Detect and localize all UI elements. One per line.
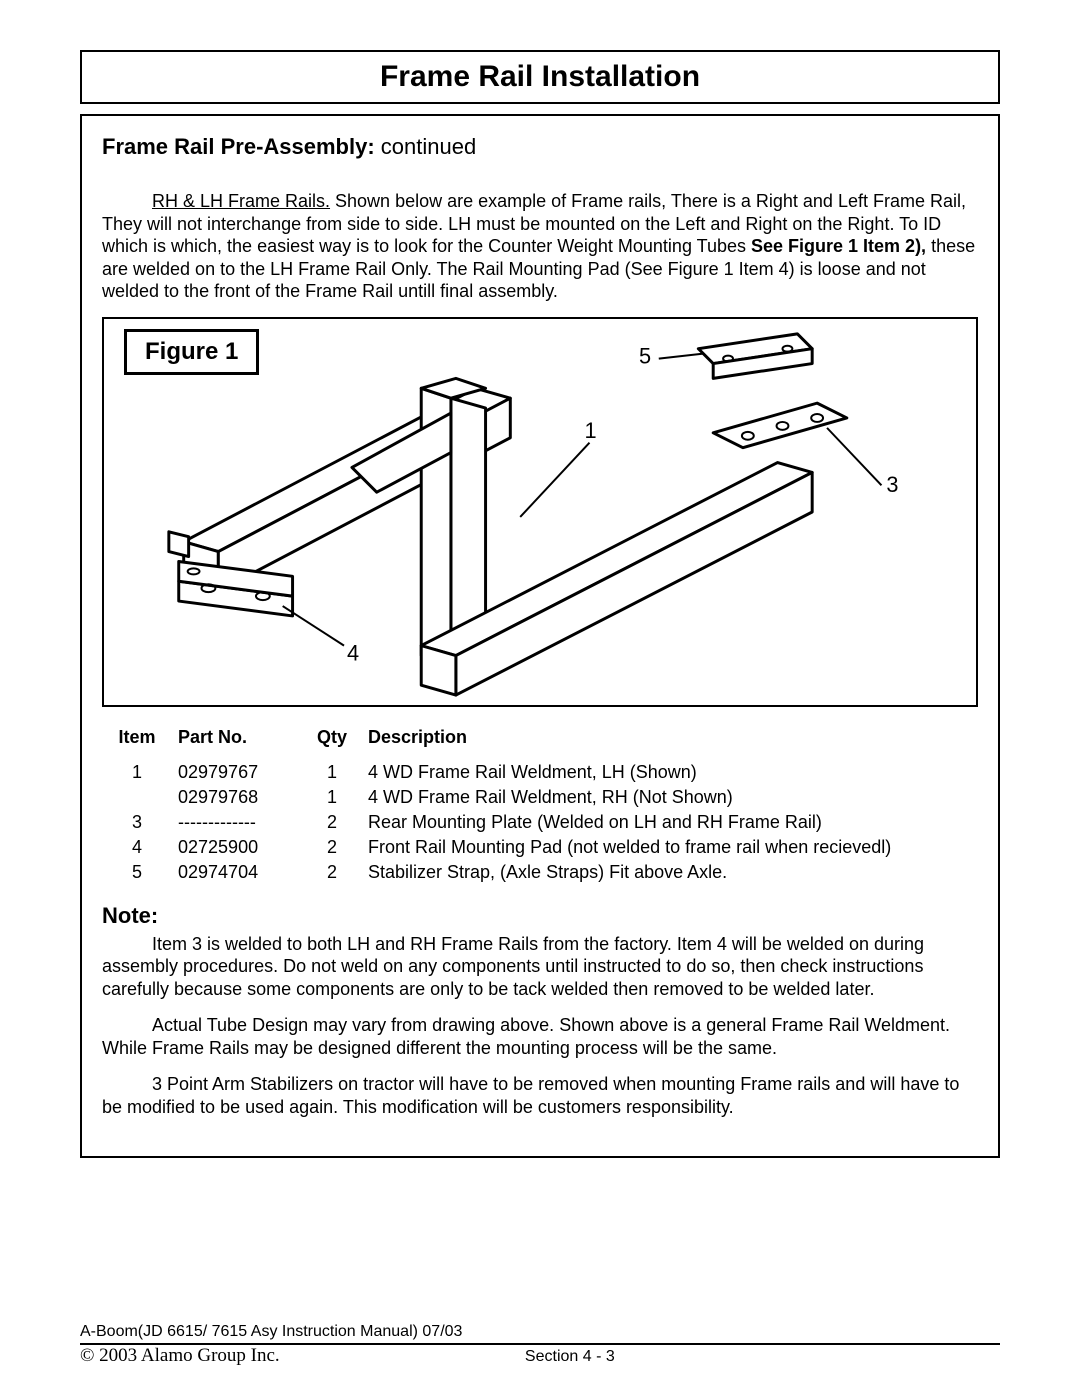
cell-item: 1 bbox=[102, 760, 172, 785]
title-box: Frame Rail Installation bbox=[80, 50, 1000, 104]
cell-item: 3 bbox=[102, 810, 172, 835]
cell-part: 02979767 bbox=[172, 760, 302, 785]
cell-qty: 2 bbox=[302, 860, 362, 885]
figure-1: Figure 1 5 1 3 4 bbox=[102, 317, 978, 707]
cell-desc: Rear Mounting Plate (Welded on LH and RH… bbox=[362, 810, 978, 835]
table-row: 5029747042Stabilizer Strap, (Axle Straps… bbox=[102, 860, 978, 885]
cell-desc: 4 WD Frame Rail Weldment, LH (Shown) bbox=[362, 760, 978, 785]
parts-table: Item Part No. Qty Description 1029797671… bbox=[102, 725, 978, 885]
page-title: Frame Rail Installation bbox=[82, 60, 998, 94]
col-part: Part No. bbox=[172, 725, 302, 750]
cell-item: 4 bbox=[102, 835, 172, 860]
cell-qty: 2 bbox=[302, 810, 362, 835]
cell-item: 5 bbox=[102, 860, 172, 885]
cell-item bbox=[102, 785, 172, 810]
footer-manual-ref: A-Boom(JD 6615/ 7615 Asy Instruction Man… bbox=[80, 1323, 1000, 1345]
svg-text:3: 3 bbox=[886, 472, 898, 497]
page-footer: A-Boom(JD 6615/ 7615 Asy Instruction Man… bbox=[80, 1323, 1000, 1367]
page: Frame Rail Installation Frame Rail Pre-A… bbox=[0, 0, 1080, 1397]
figure-label: Figure 1 bbox=[124, 329, 259, 375]
intro-paragraph: RH & LH Frame Rails. Shown below are exa… bbox=[102, 190, 978, 303]
col-desc: Description bbox=[362, 725, 978, 750]
intro-lead-underline: RH & LH Frame Rails. bbox=[152, 191, 330, 211]
section-subhead: Frame Rail Pre-Assembly: continued bbox=[102, 134, 978, 160]
svg-text:5: 5 bbox=[639, 343, 651, 368]
table-row: 4027259002Front Rail Mounting Pad (not w… bbox=[102, 835, 978, 860]
cell-desc: Stabilizer Strap, (Axle Straps) Fit abov… bbox=[362, 860, 978, 885]
frame-rail-diagram: 5 1 3 4 bbox=[104, 319, 976, 705]
cell-part: ------------- bbox=[172, 810, 302, 835]
cell-qty: 1 bbox=[302, 785, 362, 810]
col-item: Item bbox=[102, 725, 172, 750]
table-header-row: Item Part No. Qty Description bbox=[102, 725, 978, 750]
note-paragraph-2: Actual Tube Design may vary from drawing… bbox=[102, 1014, 978, 1059]
svg-text:1: 1 bbox=[585, 417, 597, 442]
table-row: 10297976714 WD Frame Rail Weldment, LH (… bbox=[102, 760, 978, 785]
rail-drawing bbox=[169, 333, 847, 694]
note-paragraph-1: Item 3 is welded to both LH and RH Frame… bbox=[102, 933, 978, 1001]
cell-part: 02725900 bbox=[172, 835, 302, 860]
subhead-rest: continued bbox=[375, 134, 477, 159]
cell-part: 02974704 bbox=[172, 860, 302, 885]
note-heading: Note: bbox=[102, 903, 978, 929]
footer-section: Section 4 - 3 bbox=[280, 1348, 1000, 1366]
content-box: Frame Rail Pre-Assembly: continued RH & … bbox=[80, 114, 1000, 1158]
cell-desc: 4 WD Frame Rail Weldment, RH (Not Shown) bbox=[362, 785, 978, 810]
cell-qty: 1 bbox=[302, 760, 362, 785]
intro-see-figure: See Figure 1 Item 2), bbox=[751, 236, 926, 256]
subhead-bold: Frame Rail Pre-Assembly: bbox=[102, 134, 375, 159]
parts-table-body: 10297976714 WD Frame Rail Weldment, LH (… bbox=[102, 760, 978, 885]
cell-part: 02979768 bbox=[172, 785, 302, 810]
note-paragraph-3: 3 Point Arm Stabilizers on tractor will … bbox=[102, 1073, 978, 1118]
col-qty: Qty bbox=[302, 725, 362, 750]
svg-text:4: 4 bbox=[347, 640, 359, 665]
table-row: 3-------------2Rear Mounting Plate (Weld… bbox=[102, 810, 978, 835]
table-row: 0297976814 WD Frame Rail Weldment, RH (N… bbox=[102, 785, 978, 810]
footer-copyright: © 2003 Alamo Group Inc. bbox=[80, 1345, 280, 1367]
cell-qty: 2 bbox=[302, 835, 362, 860]
cell-desc: Front Rail Mounting Pad (not welded to f… bbox=[362, 835, 978, 860]
